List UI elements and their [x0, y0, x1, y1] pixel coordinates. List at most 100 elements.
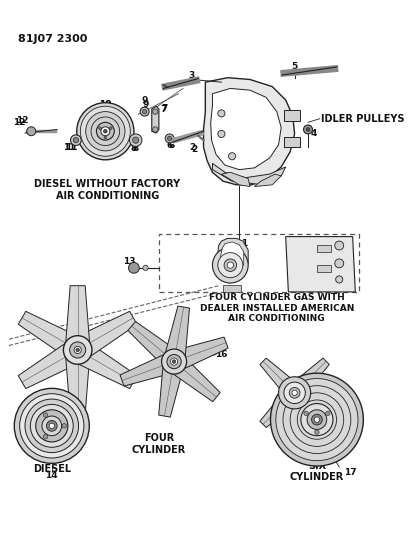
Circle shape — [46, 421, 57, 431]
Circle shape — [270, 373, 362, 466]
Polygon shape — [128, 321, 180, 370]
Circle shape — [282, 386, 350, 454]
Polygon shape — [210, 88, 281, 169]
Text: 1: 1 — [240, 239, 246, 248]
Text: FOUR CYLINDER GAS WITH
DEALER INSTALLED AMERICAN
AIR CONDITIONING: FOUR CYLINDER GAS WITH DEALER INSTALLED … — [199, 293, 353, 323]
Circle shape — [290, 393, 343, 447]
Circle shape — [85, 111, 125, 151]
Polygon shape — [167, 353, 220, 402]
Polygon shape — [259, 358, 300, 399]
Circle shape — [228, 152, 235, 160]
Polygon shape — [285, 237, 355, 292]
Bar — [222, 285, 240, 292]
Text: 4: 4 — [310, 130, 317, 139]
Polygon shape — [259, 386, 300, 427]
Polygon shape — [254, 174, 281, 187]
Circle shape — [306, 410, 326, 430]
Text: 9: 9 — [142, 100, 148, 109]
Circle shape — [224, 259, 236, 271]
Polygon shape — [65, 350, 90, 414]
Circle shape — [140, 107, 149, 116]
Circle shape — [62, 424, 66, 428]
Text: DIESEL: DIESEL — [33, 464, 71, 474]
Text: 2: 2 — [191, 144, 197, 154]
Polygon shape — [65, 286, 90, 350]
Text: 16: 16 — [215, 350, 227, 359]
Polygon shape — [71, 339, 137, 389]
Circle shape — [91, 117, 119, 146]
Circle shape — [76, 348, 79, 352]
Polygon shape — [220, 242, 243, 274]
Circle shape — [63, 336, 92, 364]
Circle shape — [161, 349, 186, 374]
Polygon shape — [18, 339, 84, 389]
Bar — [159, 234, 358, 292]
Circle shape — [42, 416, 61, 435]
Polygon shape — [151, 106, 159, 133]
Text: 10: 10 — [99, 100, 111, 109]
Circle shape — [314, 430, 318, 434]
Bar — [316, 265, 330, 272]
Circle shape — [20, 394, 84, 458]
Bar — [283, 136, 299, 147]
Circle shape — [170, 358, 177, 365]
Circle shape — [172, 360, 175, 364]
Circle shape — [14, 389, 89, 463]
Circle shape — [25, 399, 79, 453]
Circle shape — [101, 127, 110, 136]
Circle shape — [335, 276, 342, 283]
Circle shape — [217, 131, 225, 138]
Circle shape — [43, 413, 47, 417]
Circle shape — [152, 109, 157, 114]
Circle shape — [291, 390, 297, 395]
Text: 11: 11 — [65, 143, 77, 152]
Circle shape — [129, 134, 142, 147]
Circle shape — [297, 400, 336, 439]
Circle shape — [142, 109, 146, 114]
Circle shape — [303, 411, 308, 416]
Circle shape — [70, 342, 85, 358]
Circle shape — [128, 262, 139, 273]
Circle shape — [167, 136, 171, 141]
Circle shape — [311, 414, 321, 425]
Circle shape — [74, 346, 81, 353]
Circle shape — [288, 387, 299, 398]
Text: FOUR
CYLINDER: FOUR CYLINDER — [131, 433, 186, 455]
Circle shape — [165, 134, 174, 143]
Polygon shape — [18, 311, 84, 361]
Circle shape — [217, 110, 225, 117]
Text: IDLER PULLEYS: IDLER PULLEYS — [321, 114, 404, 124]
Text: 8: 8 — [130, 144, 137, 153]
Text: 3: 3 — [189, 71, 195, 80]
Text: 14: 14 — [45, 471, 58, 480]
Polygon shape — [288, 358, 328, 399]
Text: 6: 6 — [168, 141, 174, 150]
Circle shape — [313, 417, 319, 422]
Circle shape — [217, 253, 242, 278]
Circle shape — [98, 127, 101, 130]
Circle shape — [70, 135, 81, 146]
Circle shape — [104, 136, 106, 139]
Circle shape — [109, 127, 112, 130]
Circle shape — [334, 241, 343, 250]
Text: 2: 2 — [189, 143, 195, 152]
Polygon shape — [216, 238, 247, 278]
Circle shape — [43, 434, 47, 439]
Text: 15: 15 — [288, 414, 300, 423]
Text: 9: 9 — [141, 96, 148, 106]
Text: 11: 11 — [63, 143, 76, 152]
Polygon shape — [71, 311, 137, 361]
Text: 7: 7 — [161, 103, 167, 112]
Text: 17: 17 — [343, 468, 355, 477]
Text: 12: 12 — [13, 118, 26, 127]
Text: 10: 10 — [99, 100, 111, 109]
Circle shape — [103, 130, 107, 133]
Polygon shape — [203, 78, 294, 185]
Polygon shape — [212, 164, 285, 185]
Circle shape — [36, 410, 67, 442]
Text: DIESEL WITHOUT FACTORY
AIR CONDITIONING: DIESEL WITHOUT FACTORY AIR CONDITIONING — [34, 180, 180, 201]
Polygon shape — [221, 172, 249, 187]
Text: 5: 5 — [291, 62, 297, 71]
Circle shape — [76, 103, 134, 160]
Circle shape — [30, 405, 73, 447]
